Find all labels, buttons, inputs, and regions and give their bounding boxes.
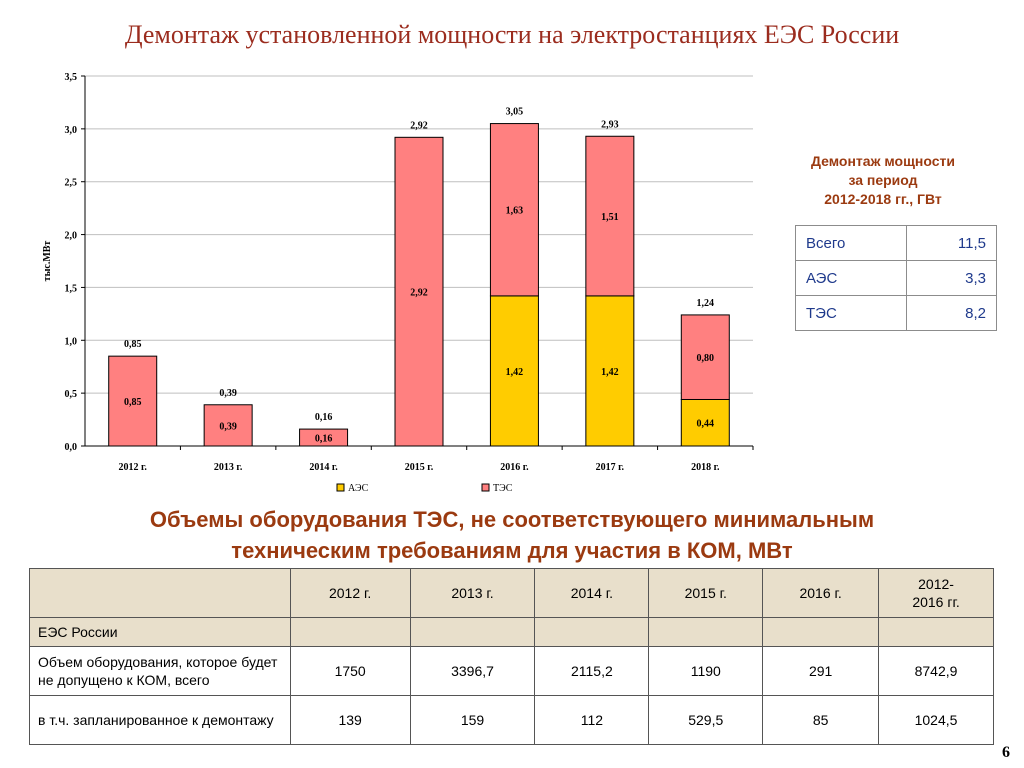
bar-value-label: 0,16 — [315, 434, 333, 445]
side-row-value: 8,2 — [905, 295, 998, 331]
side-row-aes: АЭС 3,3 — [795, 260, 998, 296]
table-cell: 1750 — [289, 646, 411, 696]
side-row-label: ТЭС — [795, 295, 907, 331]
bar-value-label: 1,51 — [601, 212, 619, 223]
legend-swatch — [481, 483, 490, 492]
y-tick-label: 1,5 — [65, 283, 78, 294]
legend-label: ТЭС — [493, 483, 513, 494]
slide-title: Демонтаж установленной мощности на элект… — [124, 20, 900, 49]
x-tick-label: 2017 г. — [596, 462, 625, 473]
y-tick-label: 1,0 — [65, 336, 78, 347]
bar-aes — [680, 398, 730, 447]
side-row-label: Всего — [795, 225, 907, 261]
bar-tes — [489, 123, 539, 297]
bar-tes — [585, 135, 635, 297]
bar-total-label: 0,85 — [124, 339, 142, 350]
bar-total-label: 1,24 — [697, 298, 715, 309]
table-header-cell: 2012 г. — [289, 568, 411, 618]
bar-value-label: 0,44 — [697, 419, 715, 430]
table-section-title-line: техническим требованиям для участия в КО… — [231, 538, 793, 563]
table-row-label: в т.ч. запланированное к демонтажу — [29, 695, 291, 745]
side-panel-title: Демонтаж мощности за период 2012-2018 гг… — [778, 152, 988, 209]
side-row-tes: ТЭС 8,2 — [795, 295, 998, 331]
bar-value-label: 0,80 — [697, 353, 715, 364]
table-header-cell: 2012- 2016 гг. — [878, 568, 994, 618]
legend-label: АЭС — [348, 483, 369, 494]
table-section-row: ЕЭС России — [29, 617, 994, 647]
bar-aes — [585, 295, 635, 447]
table-section-title-line: Объемы оборудования ТЭС, не соответствую… — [149, 507, 875, 532]
x-tick-label: 2018 г. — [691, 462, 720, 473]
bar-aes — [489, 295, 539, 447]
table-header-cell: 2014 г. — [534, 568, 650, 618]
table-cell: 8742,9 — [878, 646, 994, 696]
side-row-label: АЭС — [795, 260, 907, 296]
table-cell: 291 — [762, 646, 880, 696]
bar-total-label: 0,39 — [219, 388, 237, 399]
table-cell: 85 — [762, 695, 880, 745]
side-summary-table: Всего 11,5 АЭС 3,3 ТЭС 8,2 — [795, 225, 998, 331]
table-header-row: 2012 г. 2013 г. 2014 г. 2015 г. 2016 г. … — [29, 568, 994, 618]
table-row-label: Объем оборудования, которое будет не доп… — [29, 646, 291, 696]
capacity-dismantling-chart: 0,0 0,5 1,0 1,5 2,0 2,5 3,0 3,5 тыс.МВт 0,85 0,85 2… — [42, 72, 754, 494]
side-row-total: Всего 11,5 — [795, 225, 998, 261]
table-cell: 139 — [289, 695, 411, 745]
bar-value-label: 1,42 — [601, 367, 619, 378]
table-header-cell: 2016 г. — [762, 568, 880, 618]
bar-tes — [299, 428, 349, 447]
x-tick-label: 2014 г. — [309, 462, 338, 473]
table-row: Объем оборудования, которое будет не доп… — [29, 646, 994, 696]
bar-value-label: 0,39 — [219, 421, 237, 432]
bar-tes — [203, 404, 253, 447]
table-header-cell — [29, 568, 291, 618]
side-panel-title-line: Демонтаж мощности — [811, 153, 955, 169]
x-tick-label: 2012 г. — [119, 462, 148, 473]
bar-tes — [394, 136, 444, 447]
side-row-value: 11,5 — [905, 225, 998, 261]
table-section-label: ЕЭС России — [29, 617, 291, 647]
y-tick-label: 0,0 — [65, 442, 78, 453]
table-cell: 3396,7 — [409, 646, 536, 696]
kom-equipment-table: 2012 г. 2013 г. 2014 г. 2015 г. 2016 г. … — [29, 568, 994, 745]
bar-total-label: 0,16 — [315, 412, 333, 423]
table-cell: 112 — [534, 695, 650, 745]
x-tick-label: 2015 г. — [405, 462, 434, 473]
table-cell: 1190 — [648, 646, 764, 696]
y-tick-label: 2,5 — [65, 178, 78, 189]
bar-tes — [108, 355, 158, 447]
table-section-title: Объемы оборудования ТЭС, не соответствую… — [0, 504, 1024, 566]
bar-value-label: 1,42 — [506, 367, 524, 378]
y-tick-label: 3,5 — [65, 72, 78, 83]
bar-total-label: 2,93 — [601, 119, 619, 130]
table-cell: 1024,5 — [878, 695, 994, 745]
bar-value-label: 2,92 — [410, 288, 428, 299]
table-cell: 2115,2 — [534, 646, 650, 696]
y-tick-label: 0,5 — [65, 389, 78, 400]
y-axis-label: тыс.МВт — [42, 241, 53, 282]
bar-total-label: 3,05 — [506, 107, 524, 118]
bar-total-label: 2,92 — [410, 120, 428, 131]
x-tick-label: 2016 г. — [500, 462, 529, 473]
x-tick-label: 2013 г. — [214, 462, 243, 473]
table-row: в т.ч. запланированное к демонтажу 139 1… — [29, 695, 994, 745]
side-row-value: 3,3 — [905, 260, 998, 296]
page-number: 6 — [1002, 744, 1010, 761]
y-tick-label: 3,0 — [65, 125, 78, 136]
bar-tes — [680, 314, 730, 400]
side-panel-title-line: за период — [848, 172, 918, 188]
legend-swatch — [336, 483, 345, 492]
bar-value-label: 0,85 — [124, 397, 142, 408]
table-cell: 529,5 — [648, 695, 764, 745]
table-header-cell: 2015 г. — [648, 568, 764, 618]
table-header-cell: 2013 г. — [409, 568, 536, 618]
side-panel-title-line: 2012-2018 гг., ГВт — [824, 191, 942, 207]
y-tick-label: 2,0 — [65, 231, 78, 242]
bar-value-label: 1,63 — [506, 206, 524, 217]
table-cell: 159 — [409, 695, 536, 745]
